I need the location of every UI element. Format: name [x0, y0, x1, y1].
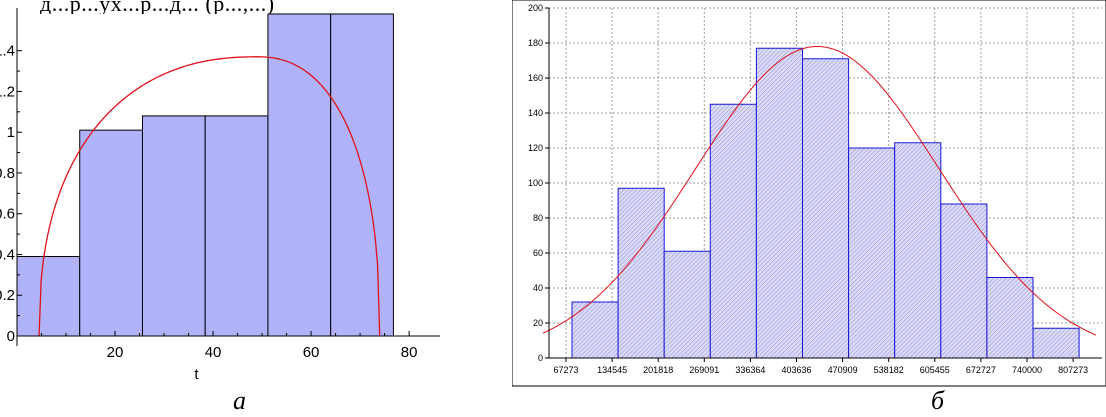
histogram-bar [267, 13, 332, 337]
y-tick-label: 180 [528, 38, 543, 48]
x-tick-label: 134545 [597, 365, 627, 375]
y-tick-label: 0.4 [0, 246, 15, 263]
x-tick-label: 403636 [781, 365, 811, 375]
x-tick-label: 807273 [1058, 365, 1088, 375]
x-tick-label: 269091 [689, 365, 719, 375]
x-tick-label: 605455 [920, 365, 950, 375]
histogram-bar [940, 203, 988, 359]
x-tick-label: 80 [401, 344, 418, 361]
y-tick-label: 100 [528, 178, 543, 188]
y-tick-label: 120 [528, 143, 543, 153]
y-tick-label: 1 [7, 124, 15, 141]
y-tick-label: 200 [528, 3, 543, 13]
x-tick-label: 538182 [874, 365, 904, 375]
x-tick-label: 201818 [643, 365, 673, 375]
x-tick-label: 740000 [1012, 365, 1042, 375]
histogram-bar [663, 250, 711, 359]
histogram-bar [709, 103, 757, 359]
y-tick-label: 0 [7, 328, 15, 345]
y-tick-label: 80 [533, 213, 543, 223]
y-tick-label: 140 [528, 108, 543, 118]
top-text: д...р...ух...р...д... (р...,...) [40, 0, 275, 14]
histogram-bar [141, 115, 206, 337]
histogram-bar [1032, 327, 1080, 359]
histogram-bar [330, 13, 394, 337]
chart-a: 20 40 60 80 0 0.2 0.4 0.6 0.8 1 1.2 1.4 t [0, 8, 440, 380]
y-tick-label: 1.4 [0, 43, 15, 60]
y-tick-label: 0.8 [0, 165, 15, 182]
histogram-bar [204, 115, 269, 337]
y-tick-label: 0.6 [0, 206, 15, 223]
y-tick-label: 20 [533, 318, 543, 328]
y-tick-label: 0 [538, 353, 543, 363]
x-tick-label: 336364 [735, 365, 765, 375]
x-tick-label: 470909 [828, 365, 858, 375]
histogram-bar [802, 58, 850, 359]
y-tick-label: 60 [533, 248, 543, 258]
y-tick-label: 1.2 [0, 83, 15, 100]
density-curve [38, 56, 381, 337]
x-axis-label: t [194, 366, 199, 380]
x-tick-label: 20 [107, 344, 124, 361]
normal-curve [542, 45, 1097, 336]
histogram-bar [755, 47, 803, 359]
histogram-bar [16, 256, 81, 337]
x-tick-label: 40 [205, 344, 222, 361]
x-tick-label: 672727 [966, 365, 996, 375]
y-tick-label: 0.2 [0, 287, 15, 304]
histogram-bar [79, 129, 143, 337]
caption-a: а [233, 386, 246, 415]
caption-b: б [931, 386, 945, 415]
x-tick-label: 67273 [553, 365, 578, 375]
histogram-bar [617, 187, 665, 359]
histogram-bar [986, 277, 1034, 359]
x-tick-label: 60 [303, 344, 320, 361]
histogram-bar [894, 142, 942, 359]
histogram-bar [848, 147, 896, 359]
chart-b: 0 20 40 60 80 100 120 140 160 180 200 67273 134545 20… [512, 0, 1106, 387]
histogram-bar [571, 301, 619, 359]
y-tick-label: 160 [528, 73, 543, 83]
y-tick-label: 40 [533, 283, 543, 293]
